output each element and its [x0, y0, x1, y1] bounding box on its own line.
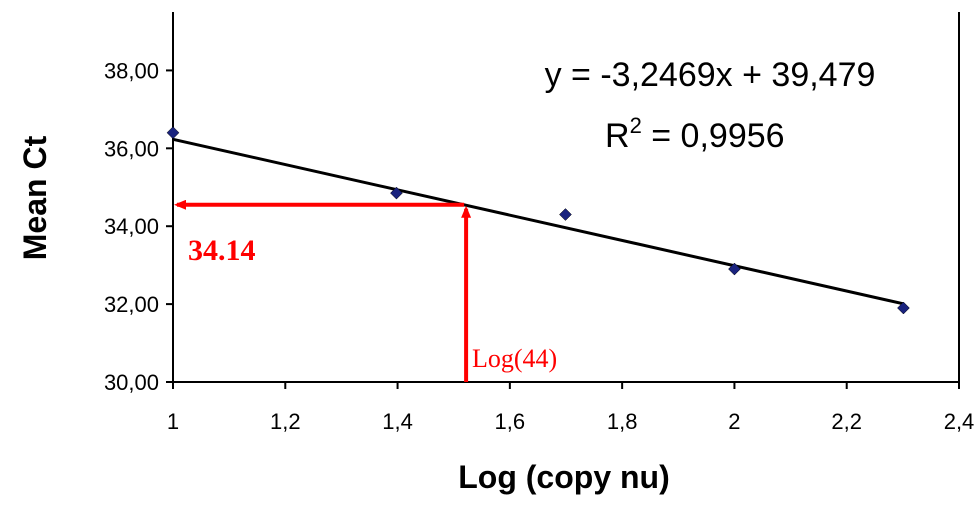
data-point — [728, 262, 741, 276]
axes — [172, 12, 960, 383]
x-tick-label: 1,8 — [607, 409, 638, 434]
y-ticks: 30,00 32,00 34,00 36,00 38,00 — [104, 58, 173, 395]
x-tick-label: 2,4 — [944, 409, 975, 434]
x-tick-label: 1 — [167, 409, 179, 434]
x-tick-label: 2 — [728, 409, 740, 434]
x-ticks: 1 1,2 1,4 1,6 1,8 2 2,2 2,4 — [167, 382, 974, 434]
annotation-x-value: Log(44) — [472, 344, 557, 373]
trendline-equation: y = -3,2469x + 39,479 — [545, 56, 876, 94]
y-tick-label: 30,00 — [104, 370, 159, 395]
data-point — [390, 186, 403, 200]
x-tick-label: 2,2 — [831, 409, 862, 434]
y-tick-label: 38,00 — [104, 58, 159, 83]
x-tick-label: 1,2 — [270, 409, 301, 434]
x-tick-label: 1,4 — [382, 409, 413, 434]
y-tick-label: 36,00 — [104, 136, 159, 161]
y-axis-title: Mean Ct — [17, 135, 53, 260]
x-axis-title: Log (copy nu) — [458, 459, 670, 495]
data-point — [559, 208, 572, 221]
annotation-y-value: 34.14 — [188, 234, 256, 267]
x-tick-label: 1,6 — [495, 409, 526, 434]
r-squared: R2 = 0,9956 — [605, 113, 785, 155]
data-point — [166, 126, 180, 140]
data-points — [166, 126, 910, 315]
y-tick-label: 34,00 — [104, 214, 159, 239]
y-tick-label: 32,00 — [104, 292, 159, 317]
data-point — [897, 301, 910, 315]
trendline — [172, 137, 904, 306]
